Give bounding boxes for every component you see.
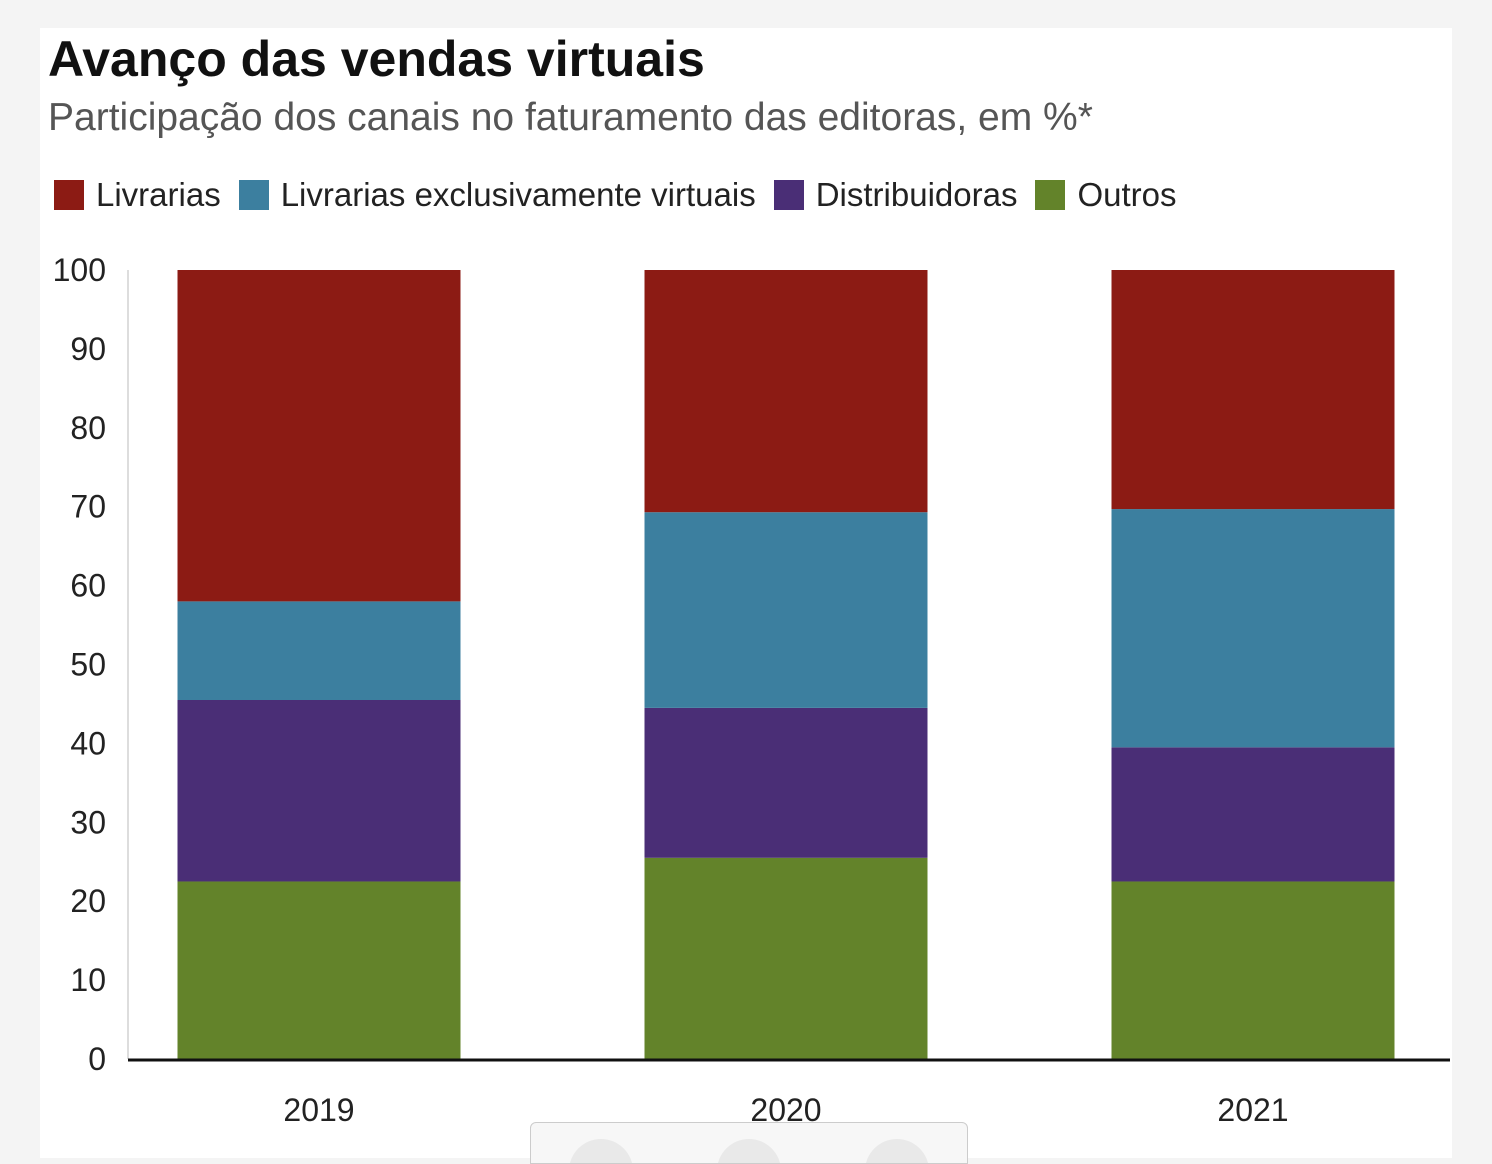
y-tick-label: 30 <box>70 804 106 840</box>
toolbar-button-icon[interactable] <box>717 1139 781 1163</box>
bar-segment <box>1111 881 1395 1059</box>
x-category-label: 2021 <box>1217 1092 1288 1128</box>
bar-segment <box>177 881 461 1059</box>
legend-swatch <box>54 180 84 210</box>
y-tick-label: 80 <box>70 410 106 446</box>
y-tick-label: 50 <box>70 647 106 683</box>
bar-segment <box>177 601 461 701</box>
legend-swatch <box>238 180 269 210</box>
bar-segment <box>644 512 928 708</box>
legend-swatch <box>1035 180 1066 210</box>
bar-segment <box>177 270 461 602</box>
chart-subtitle: Participação dos canais no faturamento d… <box>48 96 1093 139</box>
y-tick-label: 40 <box>70 725 106 761</box>
bar-segment <box>644 270 928 513</box>
legend-swatch <box>773 180 804 210</box>
y-tick-label: 100 <box>53 252 106 288</box>
legend-item: Livrarias exclusivamente virtuais <box>238 176 756 214</box>
bar-segment <box>644 857 928 1059</box>
toolbar-button-icon[interactable] <box>569 1139 633 1163</box>
x-category-label: 2019 <box>283 1092 354 1128</box>
bar-segment <box>644 707 928 858</box>
legend-item: Outros <box>1035 176 1177 214</box>
bar-segment <box>177 700 461 882</box>
toolbar-button-icon[interactable] <box>865 1139 929 1163</box>
bar-segment <box>1111 747 1395 882</box>
legend-item: Livrarias <box>54 176 221 214</box>
legend-label: Outros <box>1077 176 1177 213</box>
bar-segment <box>1111 270 1395 510</box>
chart-legend: Livrarias Livrarias exclusivamente virtua… <box>54 176 1195 214</box>
y-tick-label: 20 <box>70 883 106 919</box>
y-tick-label: 10 <box>70 962 106 998</box>
y-tick-label: 60 <box>70 568 106 604</box>
bar-segment <box>1111 509 1395 748</box>
y-tick-label: 70 <box>70 489 106 525</box>
y-tick-label: 90 <box>70 331 106 367</box>
bottom-toolbar <box>530 1122 968 1164</box>
y-tick-label: 0 <box>88 1041 106 1077</box>
legend-label: Distribuidoras <box>815 176 1018 213</box>
legend-item: Distribuidoras <box>773 176 1018 214</box>
chart-title: Avanço das vendas virtuais <box>48 31 705 87</box>
legend-label: Livrarias <box>96 176 221 213</box>
legend-label: Livrarias exclusivamente virtuais <box>280 176 756 213</box>
